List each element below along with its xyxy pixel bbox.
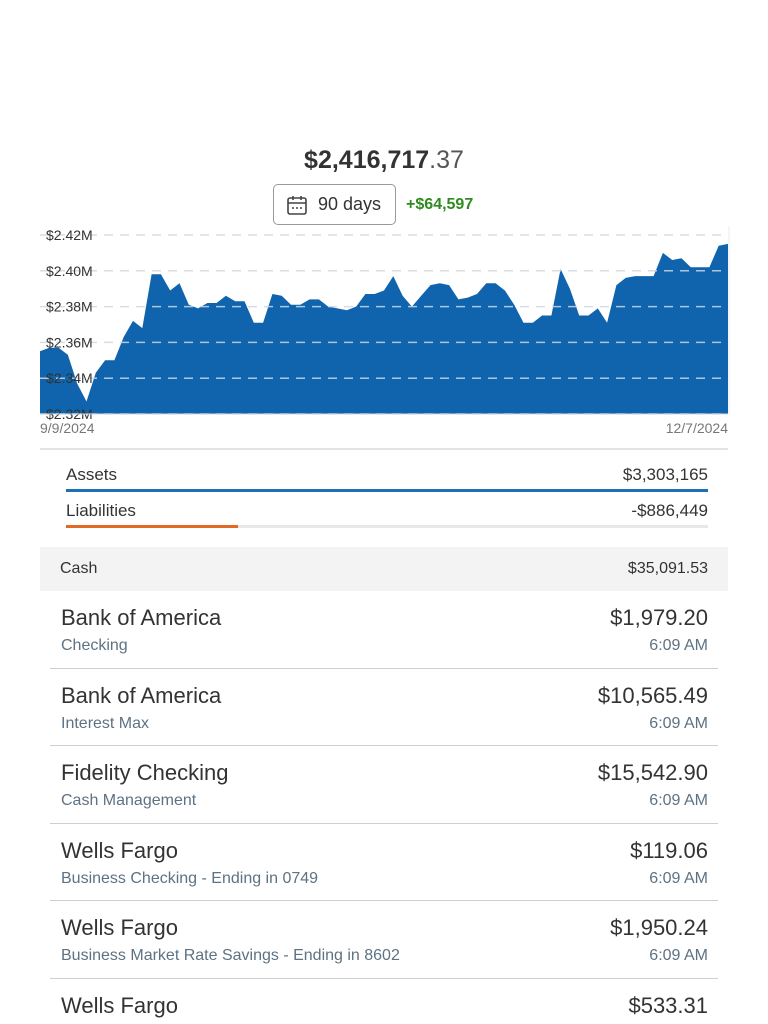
x-end-label: 12/7/2024 [666, 420, 728, 436]
account-name: Bank of America [61, 682, 222, 708]
chart-area [40, 243, 728, 414]
range-row: 90 days +$64,597 [273, 184, 473, 225]
y-tick-label: $2.36M [46, 334, 93, 350]
account-balance: $119.06 [630, 837, 708, 863]
account-updated: 6:09 AM [649, 869, 708, 887]
y-tick-label: $2.40M [46, 263, 93, 279]
account-name: Wells Fargo [61, 915, 178, 940]
net-worth-total: $2,416,717.37 [0, 146, 768, 175]
net-worth-cents: .37 [429, 146, 464, 174]
y-tick-label: $2.34M [46, 370, 93, 386]
liabilities-bar-track [66, 525, 708, 528]
account-balance: $1,950.24 [610, 915, 708, 940]
account-name: Fidelity Checking [61, 760, 229, 785]
date-range-button[interactable]: 90 days [273, 184, 397, 225]
cash-value: $35,091.53 [627, 560, 708, 577]
account-name: Wells Fargo [61, 837, 178, 863]
account-updated: 6:09 AM [649, 637, 708, 654]
account-row[interactable]: Bank of America Interest Max $10,565.49 … [50, 669, 718, 746]
y-tick-label: $2.42M [46, 227, 93, 243]
account-name: Wells Fargo [61, 992, 178, 1018]
net-worth-chart[interactable]: $2.42M $2.40M $2.38M $2.36M $2.34M $2.32M 9/9/… [40, 226, 730, 441]
summary-divider [40, 448, 728, 450]
assets-bar-track [66, 489, 708, 492]
account-balance: $533.31 [628, 992, 708, 1018]
account-name: Bank of America [61, 605, 222, 630]
account-updated: 6:09 AM [649, 714, 708, 732]
account-balance: $10,565.49 [597, 682, 708, 708]
account-row[interactable]: Bank of America Checking $1,979.20 6:09 … [50, 591, 718, 669]
liabilities-label: Liabilities [66, 501, 136, 520]
chart-canvas: $2.42M$2.40M$2.38M$2.36M$2.34M$2.32M9/9/… [40, 226, 730, 436]
cash-section-header[interactable]: Cash $35,091.53 [40, 547, 728, 591]
account-updated: 6:09 AM [649, 792, 708, 809]
date-range-label: 90 days [318, 194, 382, 214]
cash-label: Cash [60, 560, 98, 577]
account-subtitle: Interest Max [61, 714, 150, 732]
assets-value: $3,303,165 [622, 465, 708, 484]
assets-label: Assets [66, 465, 118, 484]
account-updated: 6:09 AM [649, 947, 708, 964]
account-row[interactable]: Fidelity Checking Cash Management $15,54… [50, 746, 718, 824]
account-subtitle: Checking [61, 637, 128, 654]
assets-bar-fill [66, 489, 708, 492]
account-row[interactable]: Wells Fargo $533.31 [50, 979, 718, 1024]
account-row[interactable]: Wells Fargo Business Market Rate Savings… [50, 901, 718, 979]
account-subtitle: Business Checking - Ending in 0749 [61, 869, 319, 887]
account-balance: $1,979.20 [610, 605, 708, 630]
account-subtitle: Business Market Rate Savings - Ending in… [61, 947, 400, 964]
account-list: Bank of America Checking $1,979.20 6:09 … [50, 591, 718, 1024]
net-worth-dollars: $2,416,717 [304, 146, 430, 174]
account-row[interactable]: Wells Fargo Business Checking - Ending i… [50, 824, 718, 901]
calendar-icon [287, 195, 307, 215]
account-balance: $15,542.90 [597, 760, 708, 785]
x-start-label: 9/9/2024 [40, 420, 95, 436]
account-subtitle: Cash Management [61, 792, 197, 809]
y-tick-label: $2.38M [46, 299, 93, 315]
liabilities-bar-fill [66, 525, 239, 528]
period-change: +$64,597 [406, 195, 474, 213]
liabilities-value: -$886,449 [631, 501, 708, 520]
